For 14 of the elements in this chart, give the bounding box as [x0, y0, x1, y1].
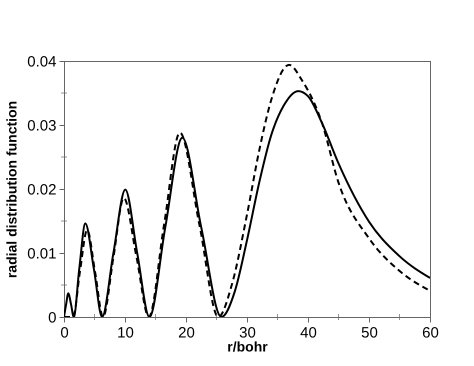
x-axis-title: r/bohr	[227, 338, 268, 354]
y-tick-label: 0.04	[27, 54, 56, 70]
x-tick-label: 10	[117, 324, 134, 342]
y-axis-title: radial distribution function	[3, 100, 20, 278]
x-tick-label: 20	[178, 324, 195, 342]
x-tick-label: 40	[300, 324, 317, 342]
y-tick-label: 0.01	[27, 246, 56, 262]
x-tick-label: 0	[60, 324, 69, 342]
x-tick-label: 30	[239, 324, 256, 342]
y-tick-label: 0.02	[27, 182, 56, 198]
x-tick-label: 50	[361, 324, 378, 342]
y-tick-label: 0	[48, 310, 56, 326]
x-tick-label: 60	[422, 324, 439, 342]
y-tick-label: 0.03	[27, 118, 56, 134]
